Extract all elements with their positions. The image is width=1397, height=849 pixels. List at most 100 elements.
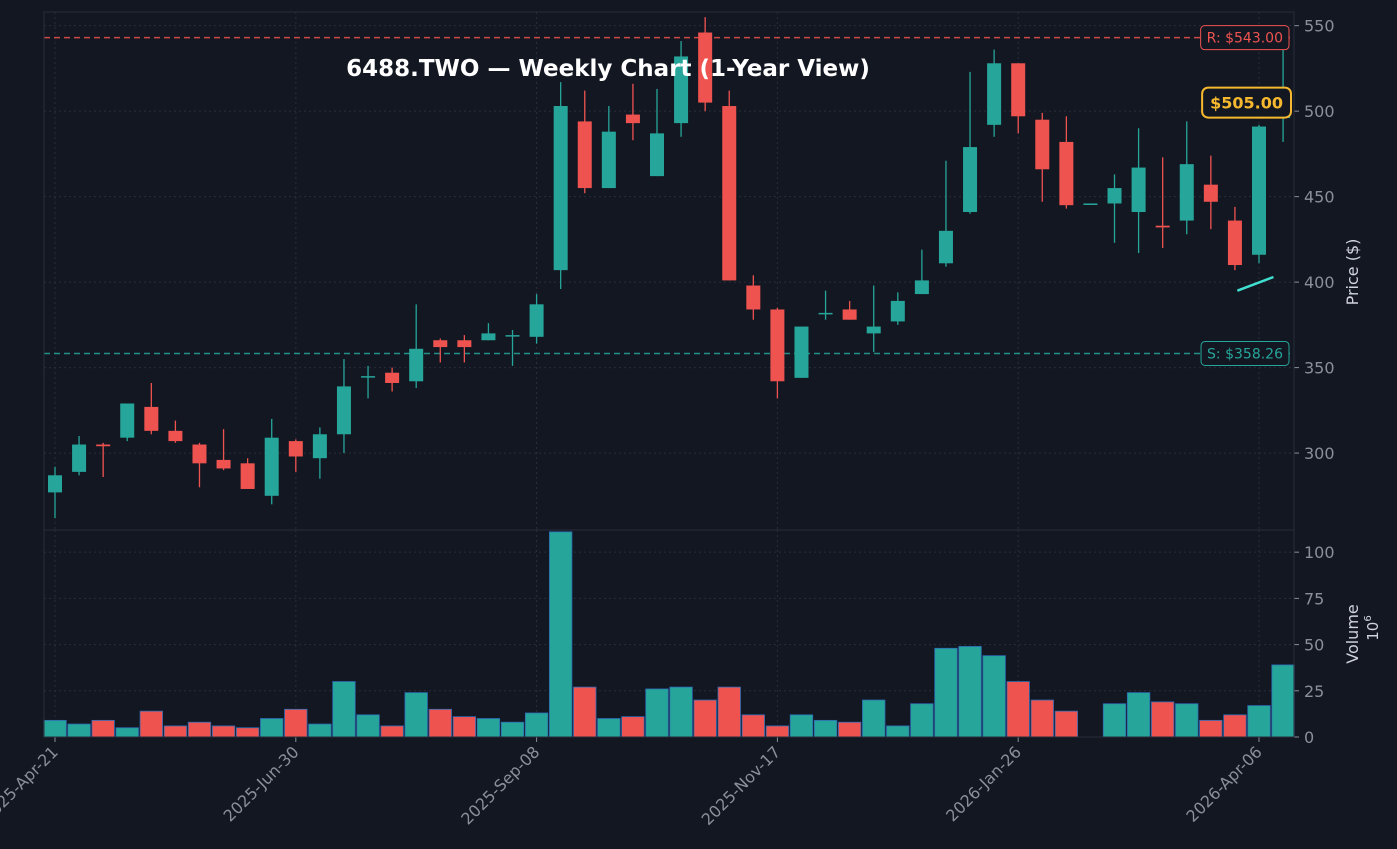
volume-bar <box>982 655 1006 738</box>
candle <box>625 83 640 141</box>
volume-bar <box>139 710 163 738</box>
candle-body <box>1059 141 1074 206</box>
candle-body <box>1252 126 1266 255</box>
candle-body <box>361 376 376 378</box>
candles <box>48 17 1291 519</box>
resistance-label: R: $543.00 <box>1207 31 1283 47</box>
candle-body <box>216 459 231 469</box>
volume-tick-label: 100 <box>1304 543 1335 562</box>
candle <box>312 427 327 479</box>
candle <box>120 403 135 442</box>
volume-tick-label: 75 <box>1304 589 1324 608</box>
candle-body <box>409 348 424 382</box>
volume-bar <box>1030 699 1054 738</box>
candle-body <box>144 406 159 431</box>
chart-title: 6488.TWO — Weekly Chart (1-Year View) <box>346 56 870 82</box>
volume-bar <box>573 686 597 738</box>
volume-unit-exponent: 6 <box>1363 615 1374 621</box>
candle-body <box>1035 119 1050 170</box>
price-axis-ticks: 300 350 400 450 500 550 <box>1294 17 1335 463</box>
candle <box>385 367 400 392</box>
candle-body <box>457 340 472 348</box>
candle-body <box>1083 203 1098 205</box>
candle <box>1179 121 1194 235</box>
volume-bar <box>934 647 958 738</box>
candle <box>866 285 881 353</box>
volume-bar <box>1126 692 1151 738</box>
candle <box>770 307 785 399</box>
volume-bar <box>693 699 717 738</box>
candle-body <box>722 106 737 281</box>
candle-body <box>914 280 929 295</box>
candle-body <box>1131 167 1146 213</box>
volume-bar <box>669 686 693 738</box>
candle <box>529 294 544 344</box>
price-tick-label: 450 <box>1304 188 1335 207</box>
price-axis-label: Price ($) <box>1343 239 1362 306</box>
candle <box>216 429 231 471</box>
candle-body <box>288 441 303 457</box>
candle-body <box>650 133 664 177</box>
candle <box>746 275 761 320</box>
candle <box>1227 206 1242 271</box>
candle <box>577 90 592 194</box>
candle <box>96 442 111 478</box>
trend-overlay <box>1236 275 1274 292</box>
candle <box>722 90 737 281</box>
candle-body <box>96 444 111 447</box>
volume-bar <box>187 721 212 738</box>
candle-body <box>963 147 978 213</box>
price-tick-label: 350 <box>1304 359 1335 378</box>
volume-bar <box>1247 705 1271 738</box>
volume-bar <box>789 714 814 738</box>
price-tick-label: 500 <box>1304 102 1335 121</box>
candle-body <box>120 403 135 438</box>
candle <box>505 329 520 366</box>
candle <box>1083 203 1098 205</box>
volume-bar <box>67 723 91 738</box>
candle <box>794 326 809 378</box>
candle <box>1203 155 1218 230</box>
candle <box>1011 63 1026 134</box>
volume-bar <box>741 714 765 738</box>
candle <box>818 290 833 320</box>
candle-body <box>192 444 207 464</box>
candle-body <box>842 309 857 320</box>
candle-body <box>240 463 255 489</box>
trend-line <box>1236 275 1274 292</box>
volume-bar <box>597 718 621 738</box>
candle-body <box>601 131 616 189</box>
volume-bar <box>260 718 284 738</box>
volume-bar <box>1102 703 1127 738</box>
candle-body <box>938 230 953 264</box>
volume-bar <box>332 681 356 738</box>
volume-panel-frame <box>43 529 1295 738</box>
volume-unit-base: 10 <box>1364 622 1382 641</box>
candle <box>1035 112 1050 202</box>
candle-body <box>770 309 785 382</box>
volume-bar <box>862 699 886 738</box>
candle <box>698 17 713 112</box>
candle <box>361 365 376 399</box>
volume-bar <box>1054 710 1079 738</box>
candle-body <box>48 475 62 493</box>
price-tick-label: 400 <box>1304 273 1335 292</box>
candle <box>842 300 857 320</box>
volume-axis-ticks: 0 25 50 75 100 <box>1294 543 1335 747</box>
candle-body <box>168 430 183 442</box>
volume-bar <box>500 721 525 738</box>
volume-bar <box>1271 664 1295 738</box>
volume-bar <box>163 725 188 738</box>
last-price-label: $505.00 <box>1210 93 1283 112</box>
candle-body <box>1107 188 1122 204</box>
volume-bar <box>813 719 838 738</box>
candle-body <box>481 333 496 341</box>
volume-bar <box>284 708 308 738</box>
volume-bar <box>308 723 332 738</box>
panel-frames <box>43 11 1295 738</box>
volume-tick-label: 25 <box>1304 682 1324 701</box>
candle-body <box>746 285 761 310</box>
last-price-label-box <box>1201 86 1292 119</box>
volume-bar <box>910 703 934 738</box>
candle <box>1107 174 1122 243</box>
